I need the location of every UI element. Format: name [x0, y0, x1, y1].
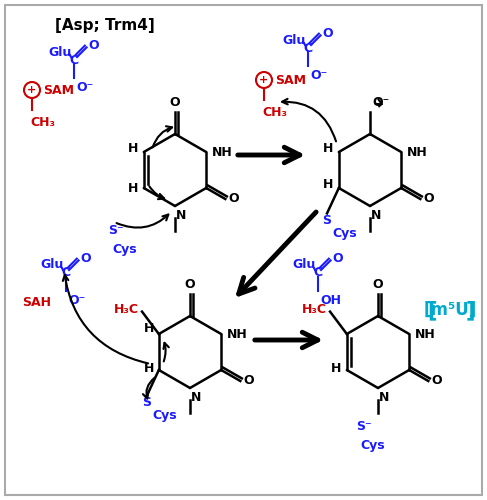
Text: C: C: [61, 266, 71, 280]
Text: O⁻: O⁻: [68, 294, 85, 307]
Text: Glu: Glu: [292, 258, 315, 272]
Text: O: O: [169, 96, 180, 109]
Text: [: [: [427, 300, 437, 320]
Text: O: O: [431, 374, 442, 388]
Text: H₃C: H₃C: [114, 303, 139, 316]
Text: O⁻: O⁻: [372, 96, 389, 109]
Text: [m⁵U]: [m⁵U]: [423, 301, 477, 319]
Text: O: O: [322, 27, 333, 40]
Text: +: +: [260, 75, 269, 85]
Text: SAH: SAH: [22, 296, 51, 308]
Text: O: O: [89, 39, 99, 52]
Text: H: H: [322, 142, 333, 154]
Text: S⁻: S⁻: [356, 420, 372, 432]
Text: C: C: [314, 266, 322, 280]
Text: SAM: SAM: [43, 84, 74, 96]
Text: OH: OH: [320, 294, 341, 307]
Text: N: N: [379, 391, 390, 404]
Text: NH: NH: [227, 328, 248, 340]
Text: O: O: [185, 278, 195, 291]
Text: NH: NH: [407, 146, 428, 158]
Text: H: H: [144, 322, 154, 336]
Text: NH: NH: [415, 328, 436, 340]
Text: Cys: Cys: [152, 410, 177, 422]
Text: CH₃: CH₃: [262, 106, 287, 119]
Text: O: O: [423, 192, 434, 205]
Text: S⁻: S⁻: [108, 224, 124, 236]
Text: H₃C: H₃C: [302, 303, 327, 316]
Text: Cys: Cys: [112, 243, 137, 256]
Text: H: H: [128, 182, 138, 194]
Text: S: S: [322, 214, 332, 228]
Text: Glu: Glu: [48, 46, 71, 59]
Text: N: N: [191, 391, 202, 404]
Text: O: O: [373, 278, 383, 291]
Text: O⁻: O⁻: [310, 69, 327, 82]
Text: H: H: [322, 178, 333, 190]
Text: H: H: [331, 362, 341, 376]
Text: H: H: [144, 362, 154, 374]
Text: N: N: [371, 209, 381, 222]
Text: O: O: [81, 252, 91, 265]
Text: SAM: SAM: [275, 74, 306, 86]
Text: ]: ]: [465, 300, 475, 320]
Text: O: O: [333, 252, 343, 265]
Text: O: O: [228, 192, 239, 205]
Text: [Asp; Trm4]: [Asp; Trm4]: [55, 18, 155, 33]
Text: Cys: Cys: [332, 228, 356, 240]
Text: H: H: [128, 142, 138, 154]
Text: N: N: [176, 209, 187, 222]
Text: CH₃: CH₃: [30, 116, 55, 129]
Text: C: C: [70, 54, 78, 66]
FancyBboxPatch shape: [5, 5, 482, 495]
Text: NH: NH: [212, 146, 233, 158]
Text: +: +: [27, 85, 37, 95]
Text: O: O: [244, 374, 254, 388]
Text: Glu: Glu: [40, 258, 63, 272]
Text: C: C: [303, 42, 313, 54]
Text: Glu: Glu: [282, 34, 305, 46]
Text: Cys: Cys: [360, 439, 385, 452]
Text: S: S: [143, 396, 151, 409]
Text: O⁻: O⁻: [76, 81, 93, 94]
